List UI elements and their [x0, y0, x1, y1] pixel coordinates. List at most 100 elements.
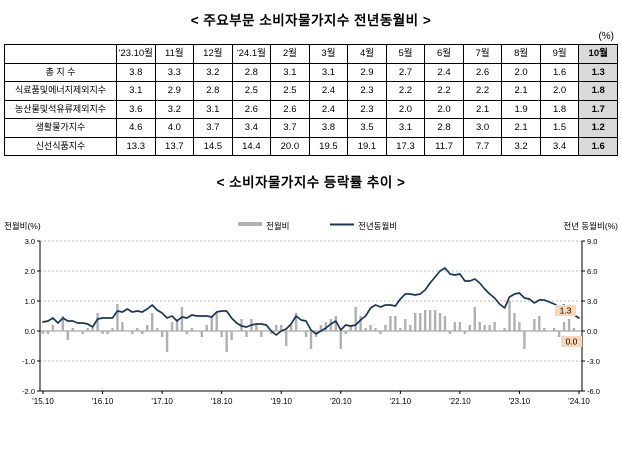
line-series — [42, 267, 580, 336]
value-cell: 1.9 — [501, 99, 541, 119]
right-axis-tick-label: 9.0 — [587, 237, 597, 246]
value-cell: 2.5 — [231, 81, 272, 101]
bar — [557, 331, 561, 337]
row-label: 식료품및에너지제외지수 — [4, 81, 117, 101]
x-axis-tick-label: '21.10 — [390, 397, 412, 406]
bar — [61, 316, 65, 331]
value-cell: 2.8 — [193, 81, 233, 101]
corner-cell — [4, 44, 117, 64]
value-cell: 1.2 — [578, 118, 618, 138]
value-cell: 2.5 — [270, 81, 310, 101]
bar — [304, 331, 308, 337]
value-cell: 2.8 — [231, 62, 272, 82]
value-cell: 14.4 — [231, 136, 272, 156]
column-header: 4월 — [347, 44, 387, 64]
table-row: 농산물및석유류제외지수 3.6 3.2 3.1 2.6 2.6 2.4 2.3 2.0 2.0 2.… — [4, 99, 618, 119]
value-cell: 3.4 — [539, 136, 580, 156]
bar — [548, 331, 551, 332]
bar — [284, 331, 288, 346]
value-cell: 13.7 — [154, 136, 195, 156]
x-axis-tick-label: '23.10 — [509, 397, 531, 406]
bar — [111, 328, 114, 331]
value-cell: 3.7 — [270, 118, 310, 138]
row-label: 생활물가지수 — [4, 118, 117, 138]
left-axis-tick-label: 0.0 — [25, 327, 35, 336]
column-header: 8월 — [501, 44, 541, 64]
value-cell: 2.3 — [347, 99, 387, 119]
bar — [319, 325, 323, 331]
bar — [369, 325, 372, 331]
legend-bar-swatch — [238, 222, 262, 226]
value-cell: 19.1 — [347, 136, 387, 156]
trend-chart: 전월비(%) 전년 동월비(%) 전월비 전년동월비 3.0 9.0 2.0 6.0 1.0 3.… — [0, 193, 622, 420]
bar — [533, 319, 536, 331]
value-cell: 1.8 — [539, 99, 580, 119]
value-cell: 11.7 — [424, 136, 464, 156]
unit-label: (%) — [598, 31, 614, 42]
bar — [498, 331, 501, 332]
value-cell: 2.4 — [308, 81, 349, 101]
bar — [66, 331, 70, 340]
bar — [155, 328, 159, 331]
bar — [384, 325, 387, 331]
value-cell: 3.1 — [116, 81, 156, 101]
right-axis-tick-label: 0.0 — [587, 327, 597, 336]
bar — [299, 331, 303, 332]
left-axis-tick-label: 3.0 — [25, 237, 35, 246]
column-header: 11월 — [154, 44, 195, 64]
bar — [399, 328, 402, 331]
bar — [165, 331, 169, 352]
bar — [438, 313, 442, 331]
value-cell: 2.2 — [385, 81, 426, 101]
bar — [518, 322, 521, 331]
value-cell: 1.6 — [539, 62, 580, 82]
bar — [91, 328, 94, 331]
x-axis-tick-label: '19.10 — [270, 397, 292, 406]
bar-series — [41, 301, 581, 352]
value-cell: 19.5 — [308, 136, 349, 156]
left-axis-tick-label: 1.0 — [25, 297, 35, 306]
cpi-table-body: 총 지 수 3.8 3.3 3.2 2.8 3.1 3.1 2.9 2.7 2.4 2.6 2.0 1.… — [4, 62, 618, 156]
left-axis-tick-label: 2.0 — [25, 267, 35, 276]
bar — [195, 331, 199, 332]
table-title: < 주요부문 소비자물가지수 전년동월비 > — [190, 13, 432, 28]
bar — [538, 316, 541, 331]
value-cell: 7.7 — [462, 136, 503, 156]
value-cell: 2.1 — [462, 99, 503, 119]
bar — [260, 331, 263, 337]
value-cell: 3.1 — [308, 62, 349, 82]
right-axis-tick-label: 3.0 — [587, 297, 597, 306]
header-row: '23.10월 11월 12월 '24.1월 2월 3월 4월 5월 6월 7월 8월 9월 10월 — [4, 44, 618, 64]
bar — [116, 304, 119, 331]
chart-annotations: 1.3 0.0 — [555, 305, 582, 347]
value-cell: 2.0 — [501, 62, 541, 82]
value-cell: 3.6 — [116, 99, 156, 119]
value-cell: 3.8 — [308, 118, 349, 138]
right-axis-tick-label: 6.0 — [587, 267, 597, 276]
column-header: 12월 — [193, 44, 233, 64]
column-header: '24.1월 — [231, 44, 272, 64]
legend-bar-label: 전월비 — [266, 221, 289, 231]
right-axis-tick-label: -3.0 — [587, 357, 600, 366]
bar — [543, 328, 546, 331]
value-cell: 2.9 — [154, 81, 195, 101]
value-cell: 3.5 — [347, 118, 387, 138]
annotation-mom-bg — [561, 336, 582, 347]
value-cell: 3.2 — [193, 62, 233, 82]
bar — [46, 331, 50, 334]
value-cell: 3.2 — [501, 136, 541, 156]
value-cell: 2.2 — [424, 81, 464, 101]
bar — [324, 322, 328, 331]
bar — [200, 331, 204, 337]
bar — [428, 310, 432, 331]
bar — [190, 328, 194, 331]
row-label: 신선식품지수 — [4, 136, 117, 156]
bar — [463, 331, 467, 334]
bar — [185, 331, 189, 334]
column-header: 6월 — [424, 44, 464, 64]
x-axis-tick-label: '24.10 — [568, 397, 590, 406]
bar — [56, 331, 60, 332]
bar — [101, 331, 104, 334]
bar — [443, 316, 447, 331]
value-cell: 3.4 — [231, 118, 272, 138]
